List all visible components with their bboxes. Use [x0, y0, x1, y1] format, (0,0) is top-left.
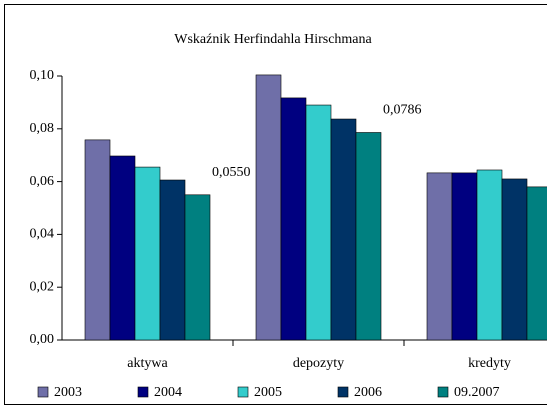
- legend-swatch: [237, 386, 249, 398]
- legend-label: 2005: [254, 385, 282, 400]
- bar: [426, 172, 453, 341]
- y-tick-label: 0,06: [30, 174, 55, 189]
- y-tick-label: 0,02: [30, 279, 55, 294]
- y-tick-label: 0,04: [30, 227, 55, 242]
- bar: [109, 155, 136, 341]
- bar: [184, 194, 211, 341]
- legend-swatch: [437, 386, 449, 398]
- x-tick-label: aktywa: [127, 356, 168, 371]
- bar: [526, 186, 547, 341]
- x-tick-label: depozyty: [293, 356, 344, 371]
- bar: [134, 166, 161, 341]
- bar: [355, 132, 382, 341]
- legend-swatch: [137, 386, 149, 398]
- y-tick-label: 0,10: [30, 68, 55, 83]
- legend-swatch: [37, 386, 49, 398]
- bar: [84, 139, 111, 341]
- x-tick-label: kredyty: [468, 356, 511, 371]
- y-tick-label: 0,00: [30, 332, 55, 347]
- bar: [451, 172, 478, 341]
- legend-swatch: [337, 386, 349, 398]
- bar: [476, 169, 503, 341]
- legend-label: 2003: [54, 385, 82, 400]
- bar: [501, 178, 528, 341]
- chart-title: Wskaźnik Herfindahla Hirschmana: [174, 32, 372, 47]
- bar: [280, 97, 307, 341]
- bar: [330, 118, 357, 341]
- legend-label: 2006: [354, 385, 382, 400]
- bar: [159, 179, 186, 341]
- y-tick-label: 0,08: [30, 121, 55, 136]
- legend-label: 2004: [154, 385, 182, 400]
- bar: [255, 74, 282, 341]
- bar: [305, 104, 332, 341]
- data-label: 0,0786: [383, 103, 422, 118]
- data-label: 0,0550: [212, 165, 251, 180]
- legend-label: 09.2007: [454, 385, 500, 400]
